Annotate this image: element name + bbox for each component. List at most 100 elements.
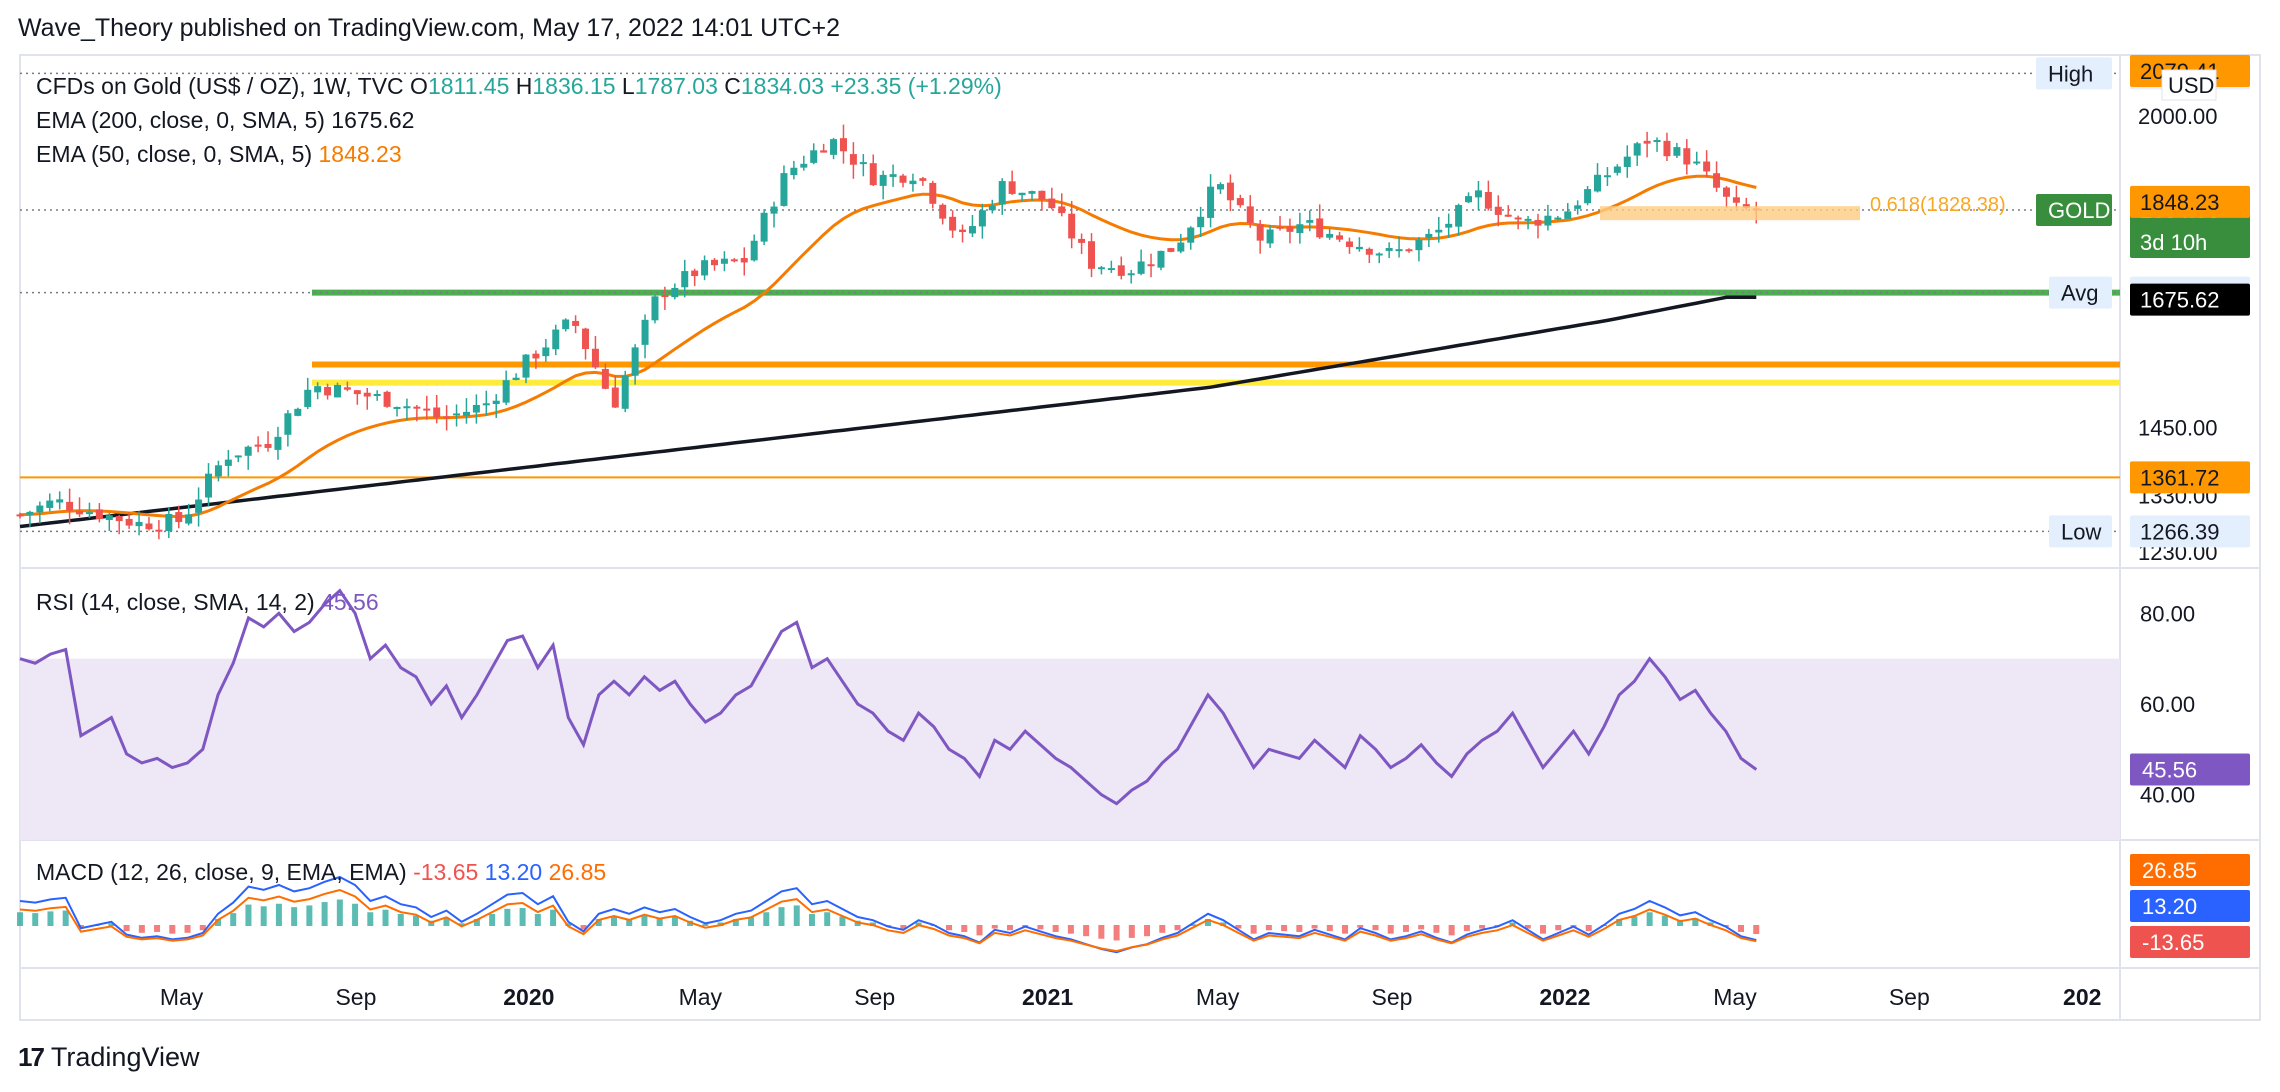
candle-body: [115, 516, 123, 522]
candle-body: [572, 320, 580, 326]
candle: [1226, 174, 1234, 212]
candle: [1455, 203, 1463, 236]
macd-hist-bar: [412, 915, 419, 926]
macd-hist-bar: [1524, 925, 1531, 929]
candle: [95, 503, 103, 523]
time-tick: 2022: [1539, 984, 1590, 1010]
time-tick: Sep: [1889, 984, 1930, 1010]
candle: [433, 394, 441, 424]
candle-body: [1207, 186, 1215, 218]
candle-body: [1484, 192, 1492, 209]
candle: [1157, 250, 1165, 271]
price-badge-value: 1266.39: [2140, 519, 2220, 544]
candle-body: [353, 390, 361, 395]
candle-body: [1375, 253, 1383, 256]
macd-hist-bar: [976, 925, 983, 936]
candle: [959, 224, 967, 243]
candle-body: [1643, 140, 1651, 144]
candle-body: [512, 377, 520, 380]
candle: [720, 251, 728, 272]
candle-body: [1137, 261, 1145, 274]
macd-hist-bar: [900, 925, 907, 929]
macd-hist-bar: [1540, 925, 1547, 934]
price-badge-sub: 3d 10h: [2140, 230, 2207, 255]
macd-hist-bar: [138, 925, 145, 933]
macd-hist-bar: [245, 904, 252, 926]
candle-body: [1088, 241, 1096, 269]
macd-hist-bar: [382, 909, 389, 926]
footer-brand[interactable]: TradingView: [50, 1042, 200, 1072]
candle: [443, 405, 451, 431]
candle-body: [750, 240, 758, 261]
candle: [552, 324, 560, 356]
candle-body: [1504, 214, 1512, 217]
candle-body: [1395, 249, 1403, 252]
candle: [1504, 205, 1512, 217]
candle-body: [1336, 235, 1344, 240]
macd-hist-bar: [1189, 924, 1196, 926]
candle-body: [909, 180, 917, 185]
candle: [1564, 203, 1572, 219]
candle-body: [681, 271, 689, 288]
candle-body: [135, 521, 143, 527]
candle: [1167, 247, 1175, 253]
candle-body: [472, 405, 480, 413]
candle: [314, 382, 322, 400]
candle-body: [701, 260, 709, 276]
candle: [1713, 161, 1721, 192]
candle-body: [105, 515, 113, 521]
candle-body: [1524, 218, 1532, 221]
candle: [492, 394, 500, 419]
candle: [324, 383, 332, 400]
candle-body: [869, 163, 877, 186]
badge-label: Low: [2061, 519, 2101, 544]
candle-body: [1594, 174, 1602, 192]
candle: [105, 513, 113, 531]
candle: [1435, 216, 1443, 243]
macd-hist-bar: [1631, 916, 1638, 926]
rsi-tick: 40.00: [2140, 783, 2195, 808]
macd-hist-bar: [123, 925, 130, 932]
candle-body: [1236, 198, 1244, 206]
chart-border: [19, 54, 2261, 1021]
candle-body: [1603, 175, 1611, 178]
candle-body: [859, 162, 867, 165]
candle: [254, 436, 262, 453]
candle-body: [1117, 265, 1125, 276]
macd-hist-bar: [397, 913, 404, 926]
candle-body: [145, 523, 153, 530]
rsi-badge: [2130, 753, 2250, 786]
candle: [165, 507, 173, 539]
price-badge: [2130, 283, 2250, 316]
candle: [462, 398, 470, 424]
candle: [1683, 139, 1691, 175]
price-badge: [2130, 461, 2250, 494]
candle-body: [155, 529, 163, 532]
candle: [393, 406, 401, 417]
candle: [353, 390, 361, 405]
candle-body: [413, 406, 421, 409]
candle-body: [522, 354, 530, 378]
price-scale: 2000.001450.001330.001230.00High2075.14G…: [2036, 54, 2250, 565]
candle-body: [254, 444, 262, 447]
macd-hist-bar: [17, 912, 23, 926]
candle: [1177, 233, 1185, 254]
candle: [820, 143, 828, 153]
candle-body: [1663, 140, 1671, 157]
candle: [1127, 269, 1135, 284]
candle-body: [234, 455, 242, 458]
candle-body: [373, 394, 381, 397]
macd-hist-bar: [808, 913, 815, 926]
candle-body: [1474, 190, 1482, 198]
candle-body: [830, 139, 838, 155]
macd-hist-bar: [839, 916, 846, 926]
candle-body: [641, 319, 649, 345]
candle-body: [582, 328, 590, 350]
candle-body: [1157, 250, 1165, 268]
macd-hist-bar: [610, 916, 617, 926]
candle-body: [95, 509, 103, 520]
tradingview-logo-icon[interactable]: 17: [18, 1042, 45, 1072]
candle-body: [205, 473, 213, 498]
macd-hist-bar: [748, 917, 755, 926]
